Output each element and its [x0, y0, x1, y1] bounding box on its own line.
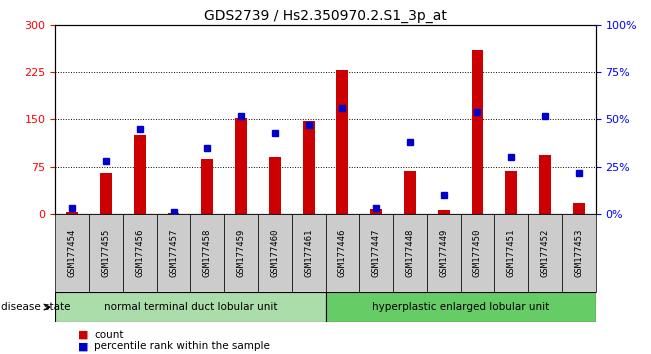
Bar — [437, 210, 450, 214]
Text: count: count — [94, 330, 124, 339]
Text: GSM177459: GSM177459 — [236, 229, 245, 277]
Text: GSM177453: GSM177453 — [574, 229, 583, 277]
Text: GSM177446: GSM177446 — [338, 229, 347, 277]
Bar — [505, 171, 517, 214]
Text: GSM177448: GSM177448 — [406, 229, 415, 277]
Text: percentile rank within the sample: percentile rank within the sample — [94, 341, 270, 351]
Text: GSM177458: GSM177458 — [203, 229, 212, 277]
Bar — [55, 214, 89, 292]
Bar — [528, 214, 562, 292]
Bar — [370, 209, 382, 214]
Bar — [201, 159, 214, 214]
Bar — [494, 214, 528, 292]
Bar — [404, 171, 416, 214]
Text: GSM177454: GSM177454 — [68, 229, 77, 277]
Text: GSM177457: GSM177457 — [169, 229, 178, 277]
Text: GDS2739 / Hs2.350970.2.S1_3p_at: GDS2739 / Hs2.350970.2.S1_3p_at — [204, 9, 447, 23]
Text: GSM177455: GSM177455 — [102, 229, 111, 277]
Text: GSM177461: GSM177461 — [304, 229, 313, 277]
Bar — [123, 214, 157, 292]
Text: normal terminal duct lobular unit: normal terminal duct lobular unit — [104, 302, 277, 312]
Text: disease state: disease state — [1, 302, 71, 312]
Bar — [191, 214, 224, 292]
Bar — [471, 50, 484, 214]
Bar — [326, 214, 359, 292]
Bar — [157, 214, 191, 292]
Text: GSM177452: GSM177452 — [540, 229, 549, 277]
Bar — [66, 212, 78, 214]
Text: GSM177447: GSM177447 — [372, 229, 381, 277]
Text: ■: ■ — [78, 330, 89, 339]
Bar — [55, 292, 325, 322]
Text: hyperplastic enlarged lobular unit: hyperplastic enlarged lobular unit — [372, 302, 549, 312]
Bar — [461, 214, 494, 292]
Bar — [224, 214, 258, 292]
Bar — [258, 214, 292, 292]
Bar — [235, 118, 247, 214]
Bar — [539, 155, 551, 214]
Text: ■: ■ — [78, 341, 89, 351]
Bar — [292, 214, 326, 292]
Bar — [562, 214, 596, 292]
Text: GSM177449: GSM177449 — [439, 229, 448, 277]
Bar — [269, 157, 281, 214]
Text: GSM177450: GSM177450 — [473, 229, 482, 277]
Bar — [326, 292, 596, 322]
Bar — [134, 135, 146, 214]
Bar — [393, 214, 427, 292]
Bar — [359, 214, 393, 292]
Bar — [89, 214, 123, 292]
Text: GSM177451: GSM177451 — [506, 229, 516, 277]
Bar — [303, 121, 314, 214]
Bar — [573, 203, 585, 214]
Bar — [100, 173, 112, 214]
Text: GSM177460: GSM177460 — [270, 229, 279, 277]
Text: GSM177456: GSM177456 — [135, 229, 145, 277]
Bar — [167, 213, 180, 214]
Bar — [337, 70, 348, 214]
Bar — [427, 214, 461, 292]
